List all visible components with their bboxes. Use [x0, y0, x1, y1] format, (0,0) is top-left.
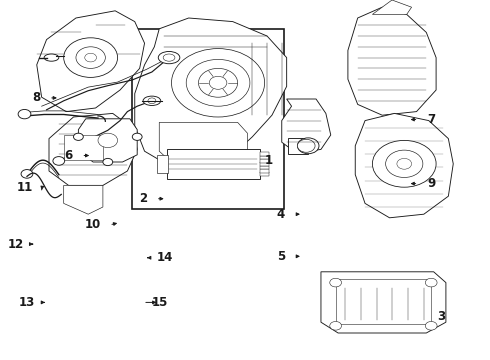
- Polygon shape: [372, 0, 412, 14]
- Bar: [132, 29, 284, 209]
- Polygon shape: [135, 18, 287, 169]
- Ellipse shape: [98, 133, 118, 148]
- Bar: [260, 152, 269, 156]
- Bar: [288, 138, 308, 154]
- Ellipse shape: [425, 278, 437, 287]
- Bar: [260, 162, 269, 166]
- Ellipse shape: [76, 47, 105, 68]
- Bar: [157, 155, 168, 173]
- Text: 8: 8: [32, 91, 40, 104]
- Ellipse shape: [372, 140, 436, 187]
- Ellipse shape: [163, 54, 175, 61]
- Bar: [64, 135, 103, 160]
- Text: 4: 4: [277, 208, 285, 221]
- Ellipse shape: [330, 278, 342, 287]
- Polygon shape: [348, 7, 436, 115]
- Text: 5: 5: [277, 250, 285, 263]
- Ellipse shape: [85, 53, 97, 62]
- Polygon shape: [321, 272, 446, 333]
- Ellipse shape: [53, 157, 65, 165]
- Polygon shape: [64, 185, 103, 214]
- Text: 7: 7: [427, 113, 436, 126]
- Text: 2: 2: [139, 192, 147, 205]
- Polygon shape: [49, 113, 137, 185]
- Bar: [260, 172, 269, 176]
- Ellipse shape: [330, 321, 342, 330]
- Ellipse shape: [103, 158, 113, 166]
- Ellipse shape: [172, 49, 265, 117]
- Ellipse shape: [386, 150, 423, 177]
- Ellipse shape: [158, 51, 180, 64]
- Ellipse shape: [74, 133, 83, 140]
- Text: 15: 15: [152, 296, 168, 309]
- Ellipse shape: [297, 139, 315, 152]
- Polygon shape: [37, 11, 145, 112]
- Ellipse shape: [425, 321, 437, 330]
- Bar: [167, 149, 260, 179]
- Bar: [260, 159, 269, 163]
- Text: 6: 6: [64, 149, 73, 162]
- Polygon shape: [355, 113, 453, 218]
- Ellipse shape: [21, 170, 33, 178]
- Bar: [336, 279, 431, 324]
- Text: 13: 13: [19, 296, 35, 309]
- Polygon shape: [159, 122, 247, 169]
- Ellipse shape: [143, 96, 161, 105]
- Bar: [260, 166, 269, 169]
- Ellipse shape: [44, 54, 59, 61]
- Text: 1: 1: [265, 154, 273, 167]
- Polygon shape: [78, 119, 137, 162]
- Ellipse shape: [397, 158, 412, 169]
- Bar: [260, 169, 269, 173]
- Ellipse shape: [132, 133, 142, 140]
- Text: 3: 3: [438, 310, 446, 323]
- Ellipse shape: [198, 68, 238, 97]
- Bar: [260, 156, 269, 159]
- Ellipse shape: [64, 38, 118, 77]
- Polygon shape: [282, 99, 331, 153]
- Text: 10: 10: [84, 219, 100, 231]
- Ellipse shape: [18, 109, 31, 119]
- Ellipse shape: [186, 59, 250, 106]
- Text: 14: 14: [157, 251, 173, 264]
- Ellipse shape: [297, 138, 319, 154]
- Ellipse shape: [209, 76, 227, 89]
- Text: 12: 12: [7, 238, 24, 251]
- Text: 11: 11: [17, 181, 33, 194]
- Ellipse shape: [148, 98, 156, 104]
- Ellipse shape: [302, 141, 314, 150]
- Text: 9: 9: [427, 177, 436, 190]
